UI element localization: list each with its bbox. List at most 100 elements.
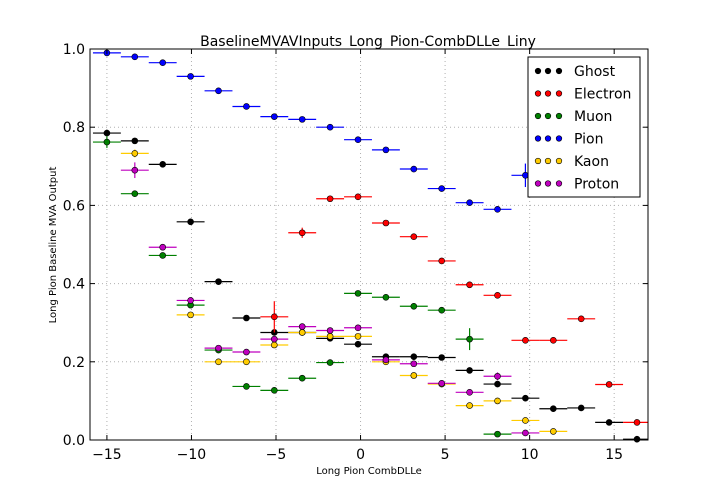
legend-marker: [555, 90, 563, 97]
legend-marker: [555, 157, 563, 165]
data-point: [522, 417, 529, 424]
y-tick-label: 0.0: [63, 433, 85, 449]
series-layer: [92, 49, 648, 443]
data-point: [577, 315, 585, 323]
data-point: [466, 367, 473, 374]
legend-entry-proton: Proton: [534, 177, 619, 193]
legend-marker: [544, 112, 552, 120]
legend-marker: [534, 90, 542, 97]
data-point: [159, 59, 167, 66]
data-point: [354, 290, 362, 297]
legend-marker: [544, 90, 552, 97]
legend-marker: [534, 67, 542, 75]
data-point: [271, 387, 278, 394]
plot-area-frame: [89, 48, 649, 441]
legend-label: Proton: [574, 177, 619, 193]
y-tick-label: 1.0: [63, 42, 85, 58]
legend-entry-kaon: Kaon: [534, 154, 609, 170]
legend-marker: [534, 180, 542, 187]
data-point: [382, 219, 390, 227]
x-axis-label: Long Pion CombDLLe: [316, 466, 422, 477]
data-point: [159, 252, 167, 259]
y-tick-label: 0.6: [63, 198, 85, 214]
data-point: [354, 340, 362, 348]
data-point: [466, 335, 473, 343]
x-tick-label: 15: [605, 447, 623, 463]
data-point: [494, 430, 501, 438]
data-point: [410, 372, 418, 379]
data-point: [466, 199, 473, 206]
y-tick-label: 0.4: [63, 277, 85, 293]
legend: Ghost Electron Muon Pion Kaon Proton: [527, 56, 641, 198]
x-tick-label: −10: [177, 447, 207, 463]
data-point: [215, 358, 222, 366]
legend-frame: [527, 56, 641, 198]
data-point: [215, 344, 222, 352]
data-point: [187, 297, 194, 304]
legend-marker: [555, 67, 563, 75]
data-point: [298, 323, 306, 330]
legend-marker: [544, 135, 552, 142]
data-point: [466, 402, 473, 409]
series-kaon: [120, 149, 568, 435]
legend-label: Kaon: [574, 154, 609, 170]
data-point: [243, 348, 250, 356]
data-point: [550, 428, 557, 435]
data-point: [187, 73, 194, 80]
x-tick-label: −5: [266, 447, 287, 463]
chart-title: BaselineMVAVInputs_Long_Pion-CombDLLe_Li…: [200, 34, 536, 50]
data-point: [633, 419, 641, 426]
legend-marker: [544, 67, 552, 75]
legend-entry-electron: Electron: [534, 87, 631, 103]
data-point: [382, 356, 390, 364]
data-point: [410, 233, 418, 240]
data-point: [410, 165, 418, 173]
legend-label: Electron: [574, 87, 631, 103]
legend-label: Ghost: [574, 64, 616, 80]
data-point: [215, 87, 222, 95]
legend-marker: [555, 180, 563, 187]
legend-marker: [555, 112, 563, 120]
ticks: −15 −10 −5 0 5 10 15 0.0 0.2 0.4 0.6 0.8 1.0: [63, 42, 648, 463]
data-point: [326, 333, 334, 340]
y-tick-label: 0.8: [63, 120, 85, 136]
data-point: [326, 195, 334, 203]
series-proton: [120, 162, 540, 437]
data-point: [522, 429, 529, 437]
legend-label: Pion: [574, 132, 603, 148]
data-point: [550, 405, 557, 413]
data-point: [522, 336, 529, 344]
x-tick-label: −15: [92, 447, 122, 463]
data-point: [438, 185, 446, 192]
data-point: [550, 336, 557, 344]
data-point: [494, 397, 501, 405]
data-point: [298, 374, 306, 382]
data-point: [494, 380, 501, 388]
data-point: [271, 335, 278, 343]
x-tick-label: 0: [356, 447, 365, 463]
data-point: [243, 383, 250, 390]
data-point: [522, 394, 529, 402]
data-point: [354, 333, 362, 340]
data-point: [298, 229, 306, 237]
legend-marker: [534, 112, 542, 120]
data-point: [243, 103, 250, 110]
data-point: [187, 218, 194, 226]
data-point: [103, 129, 111, 137]
data-point: [131, 166, 139, 174]
data-point: [271, 113, 278, 120]
data-point: [438, 257, 446, 265]
series-electron: [260, 193, 648, 426]
data-point: [410, 353, 418, 361]
data-point: [271, 313, 278, 321]
data-point: [326, 359, 334, 366]
data-point: [326, 123, 334, 131]
data-point: [466, 281, 473, 289]
legend-entry-ghost: Ghost: [534, 64, 616, 80]
data-point: [131, 150, 139, 157]
data-point: [605, 381, 613, 388]
data-point: [382, 293, 390, 301]
data-point: [410, 302, 418, 310]
x-tick-label: 5: [441, 447, 450, 463]
data-point: [271, 341, 278, 349]
